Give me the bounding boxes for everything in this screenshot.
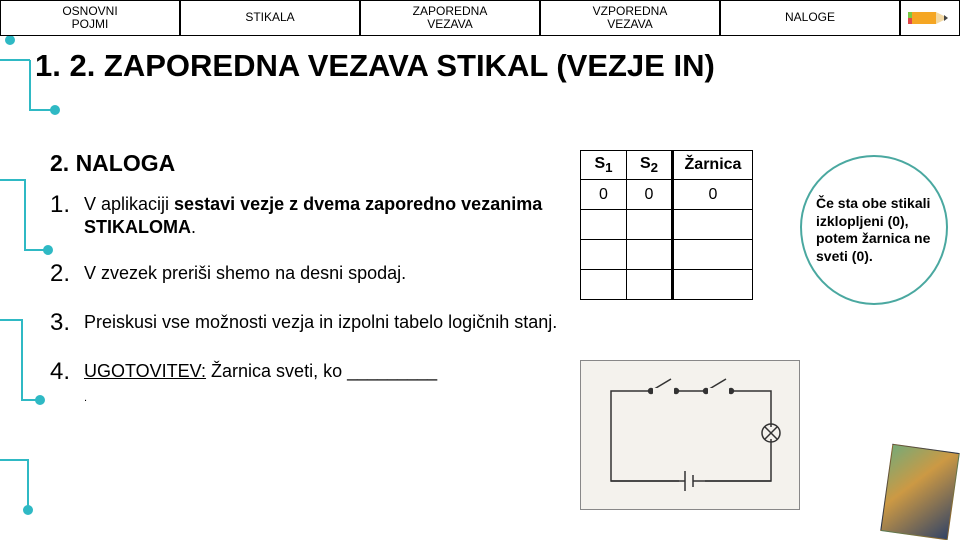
table-row: 0 0 0 xyxy=(581,180,753,210)
step-4: 4. UGOTOVITEV: Žarnica sveti, ko _______… xyxy=(50,356,570,407)
nav-tabs: OSNOVNI POJMI STIKALA ZAPOREDNA VEZAVA V… xyxy=(0,0,960,36)
callout-bubble: Če sta obe stikali izklopljeni (0), pote… xyxy=(800,155,948,305)
step-3: 3. Preiskusi vse možnosti vezja in izpol… xyxy=(50,307,570,338)
page-title: 1. 2. ZAPOREDNA VEZAVA STIKAL (VEZJE IN) xyxy=(35,48,715,84)
tab-naloge[interactable]: NALOGE xyxy=(720,0,900,36)
step-1-text-a: V aplikaciji xyxy=(84,194,174,214)
table-header-s1: S1 xyxy=(581,151,627,180)
step-1: 1. V aplikaciji sestavi vezje z dvema za… xyxy=(50,189,570,240)
table-header-zarnica: Žarnica xyxy=(673,151,753,180)
step-4-text-b: Žarnica sveti, ko _________ xyxy=(206,361,437,381)
callout-text: Če sta obe stikali izklopljeni (0), pote… xyxy=(816,195,932,265)
task-content: 2. NALOGA 1. V aplikaciji sestavi vezje … xyxy=(50,150,570,425)
tab-zaporedna-vezava[interactable]: ZAPOREDNA VEZAVA xyxy=(360,0,540,36)
book-image xyxy=(880,444,960,540)
tab-osnovni-pojmi[interactable]: OSNOVNI POJMI xyxy=(0,0,180,36)
table-row xyxy=(581,240,753,270)
task-title: 2. NALOGA xyxy=(50,150,570,177)
tab-vzporedna-vezava[interactable]: VZPOREDNA VEZAVA xyxy=(540,0,720,36)
step-3-text: Preiskusi vse možnosti vezja in izpolni … xyxy=(84,307,557,338)
table-cell: 0 xyxy=(581,180,627,210)
step-4-text-c: . xyxy=(84,392,87,404)
table-cell: 0 xyxy=(673,180,753,210)
truth-table: S1 S2 Žarnica 0 0 0 xyxy=(580,150,753,300)
step-3-number: 3. xyxy=(50,307,76,338)
step-1-text-c: . xyxy=(191,217,196,237)
tab-stikala[interactable]: STIKALA xyxy=(180,0,360,36)
table-row xyxy=(581,210,753,240)
step-2-number: 2. xyxy=(50,258,76,289)
step-2: 2. V zvezek preriši shemo na desni spoda… xyxy=(50,258,570,289)
step-4-text-a: UGOTOVITEV: xyxy=(84,361,206,381)
step-1-number: 1. xyxy=(50,189,76,240)
table-row xyxy=(581,270,753,300)
pencil-icon xyxy=(900,0,960,36)
table-header-s2: S2 xyxy=(627,151,673,180)
step-2-text: V zvezek preriši shemo na desni spodaj. xyxy=(84,258,406,289)
step-4-number: 4. xyxy=(50,356,76,407)
circuit-diagram xyxy=(580,360,800,510)
table-cell: 0 xyxy=(627,180,673,210)
